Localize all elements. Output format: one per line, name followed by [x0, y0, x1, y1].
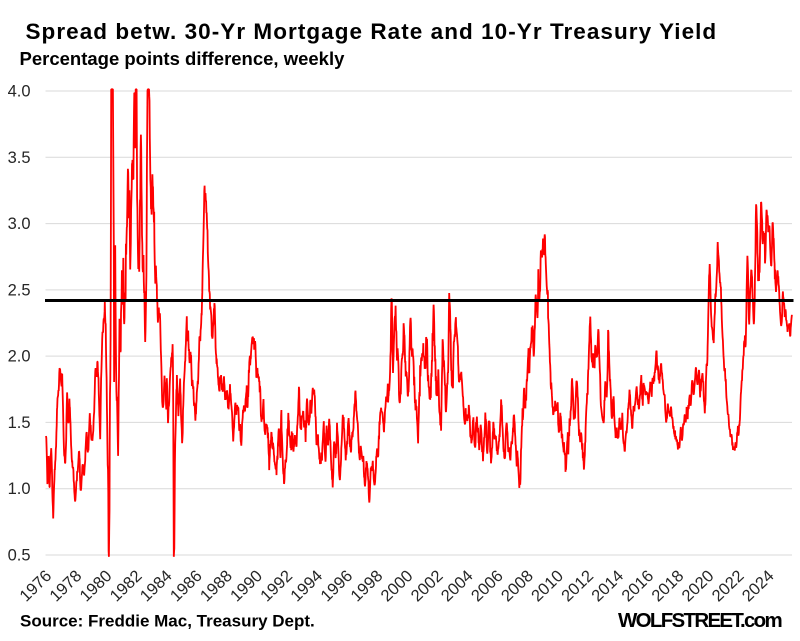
svg-text:3.5: 3.5: [8, 149, 31, 167]
svg-text:Source: Freddie Mac, Treasury: Source: Freddie Mac, Treasury Dept.: [20, 612, 315, 631]
svg-text:4.0: 4.0: [8, 83, 31, 101]
svg-text:2.5: 2.5: [8, 281, 31, 299]
svg-text:3.0: 3.0: [8, 215, 31, 233]
svg-text:Spread betw. 30-Yr Mortgage Ra: Spread betw. 30-Yr Mortgage Rate and 10-…: [26, 19, 718, 44]
svg-text:Percentage points difference,: Percentage points difference, weekly: [20, 48, 346, 69]
svg-text:1.5: 1.5: [8, 414, 31, 432]
svg-text:WOLFSTREET.com: WOLFSTREET.com: [618, 609, 781, 632]
svg-text:0.5: 0.5: [8, 547, 31, 565]
svg-text:2.0: 2.0: [8, 348, 31, 366]
svg-text:1.0: 1.0: [8, 480, 31, 498]
